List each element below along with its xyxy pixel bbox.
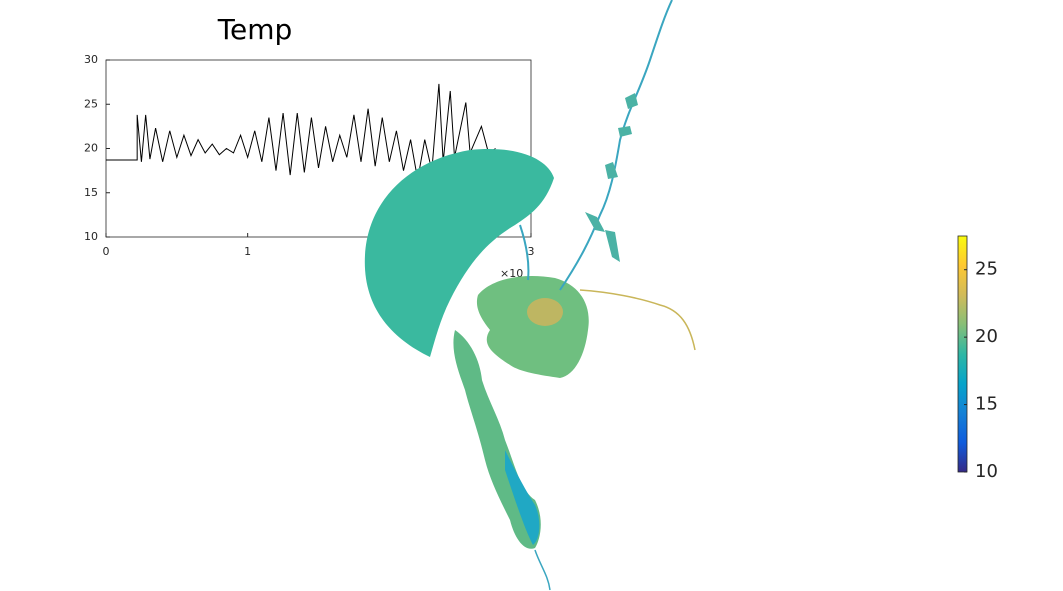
tributary (579, 289, 696, 351)
y-tick-label: 25 (84, 97, 98, 110)
y-tick-label: 30 (84, 53, 98, 66)
colorbar-scale (957, 235, 968, 473)
offshore-region (364, 149, 554, 357)
river-outlet (534, 549, 551, 591)
y-tick-label: 15 (84, 186, 98, 199)
x-tick-label: 0 (103, 245, 110, 258)
colorbar-tick-label: 20 (975, 326, 998, 347)
map (364, 0, 696, 591)
lake (476, 275, 589, 378)
lake-warm-patch (527, 298, 563, 326)
river (519, 0, 673, 291)
x-exponent-label: ×10 (500, 267, 523, 280)
colorbar-tick-label: 25 (975, 259, 998, 280)
river-pools (585, 93, 638, 262)
colorbar-tick-label: 15 (975, 394, 998, 415)
colorbar-tick-label: 10 (975, 461, 998, 482)
estuary-cool-patch (505, 450, 540, 545)
y-tick-label: 20 (84, 142, 98, 155)
x-tick-label: 1 (244, 245, 251, 258)
chart-title: Temp (217, 13, 293, 46)
x-tick-label: 3 (528, 245, 535, 258)
y-tick-label: 10 (84, 230, 98, 243)
colorbar: 10 15 20 25 (957, 235, 998, 482)
